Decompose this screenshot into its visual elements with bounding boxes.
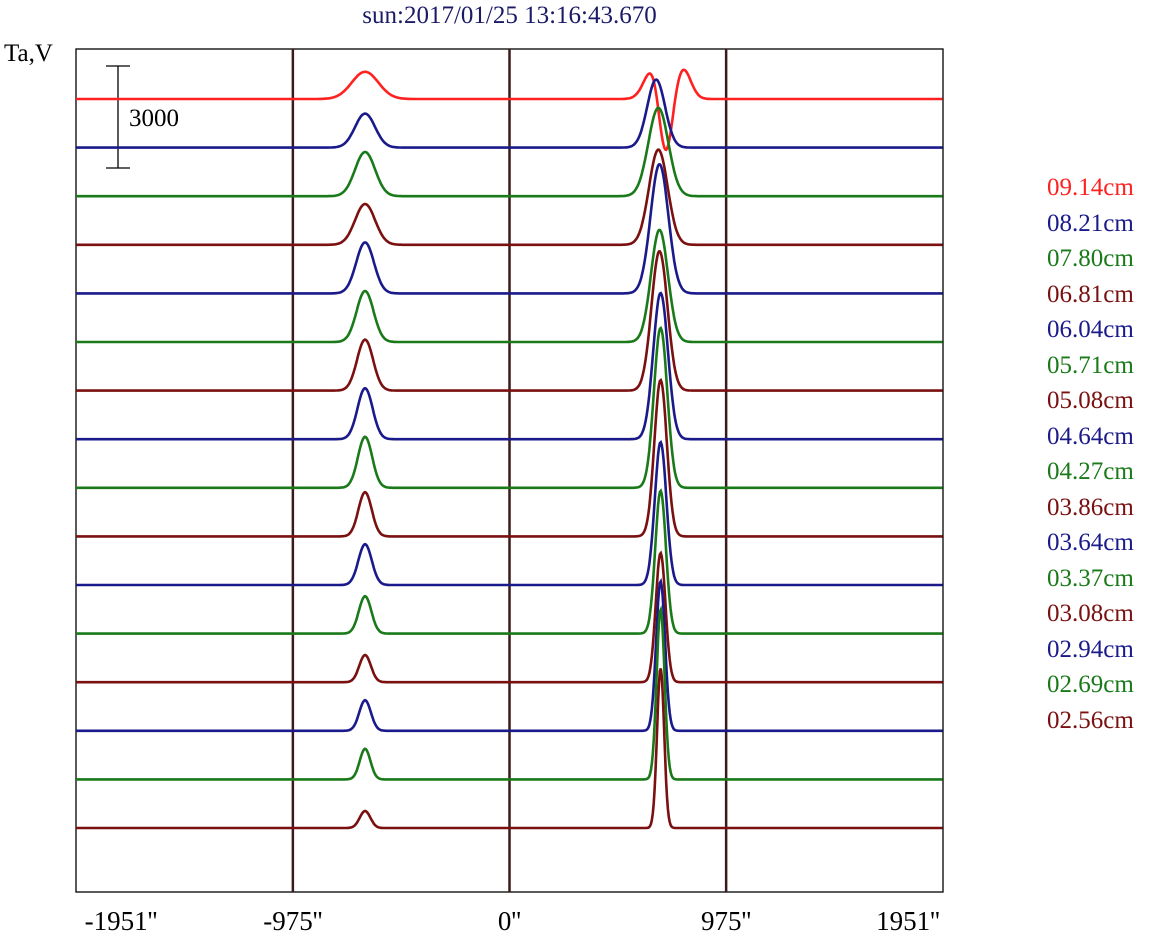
series-line-04.27cm [76, 326, 943, 490]
x-tick-label: 1951'' [876, 906, 940, 936]
legend-entry: 02.56cm [1047, 706, 1134, 734]
series-line-03.37cm [76, 488, 943, 635]
series-line-03.86cm [76, 377, 943, 538]
series-line-02.69cm [76, 605, 943, 781]
legend: 09.14cm 08.21cm 07.80cm 06.81cm 06.04cm 05.71… [1047, 170, 1134, 738]
legend-entry: 05.71cm [1047, 351, 1134, 379]
series-line-06.04cm [76, 163, 943, 295]
series-line-03.64cm [76, 440, 943, 587]
series-line-08.21cm [76, 78, 943, 149]
x-tick-label: 975'' [701, 906, 752, 936]
series-line-06.81cm [76, 148, 943, 247]
legend-entry: 04.64cm [1047, 422, 1134, 450]
x-tick-label: -1951'' [84, 906, 158, 936]
series-line-07.80cm [76, 106, 943, 198]
series-line-03.08cm [76, 550, 943, 684]
series-line-02.56cm [76, 668, 943, 830]
x-tick-label: 0'' [497, 906, 522, 936]
legend-entry: 03.86cm [1047, 493, 1134, 521]
series-line-05.71cm [76, 228, 943, 344]
legend-entry: 06.04cm [1047, 316, 1134, 343]
legend-entry: 06.81cm [1047, 280, 1134, 308]
series-line-04.64cm [76, 291, 943, 441]
legend-entry: 04.27cm [1047, 458, 1134, 485]
legend-entry: 05.08cm [1047, 387, 1134, 414]
scale-bar-label: 3000 [129, 105, 179, 132]
legend-entry: 02.94cm [1047, 635, 1134, 663]
legend-entry: 03.37cm [1047, 564, 1134, 592]
y-axis-label: Ta,V [4, 40, 53, 67]
series-line-02.94cm [76, 577, 943, 733]
series-line-09.14cm [76, 68, 943, 152]
vertical-reference-lines [291, 49, 728, 892]
scale-bar: 3000 [106, 65, 179, 169]
legend-entry: 02.69cm [1047, 671, 1134, 698]
legend-entry: 03.08cm [1047, 600, 1134, 627]
legend-entry: 07.80cm [1047, 245, 1134, 272]
legend-entry: 09.14cm [1047, 174, 1134, 201]
series-traces [76, 68, 943, 830]
series-line-05.08cm [76, 250, 943, 392]
x-tick-label: -975'' [263, 906, 323, 936]
chart-title: sun:2017/01/25 13:16:43.670 [362, 2, 657, 29]
legend-entry: 08.21cm [1047, 209, 1134, 237]
legend-entry: 03.64cm [1047, 529, 1134, 556]
